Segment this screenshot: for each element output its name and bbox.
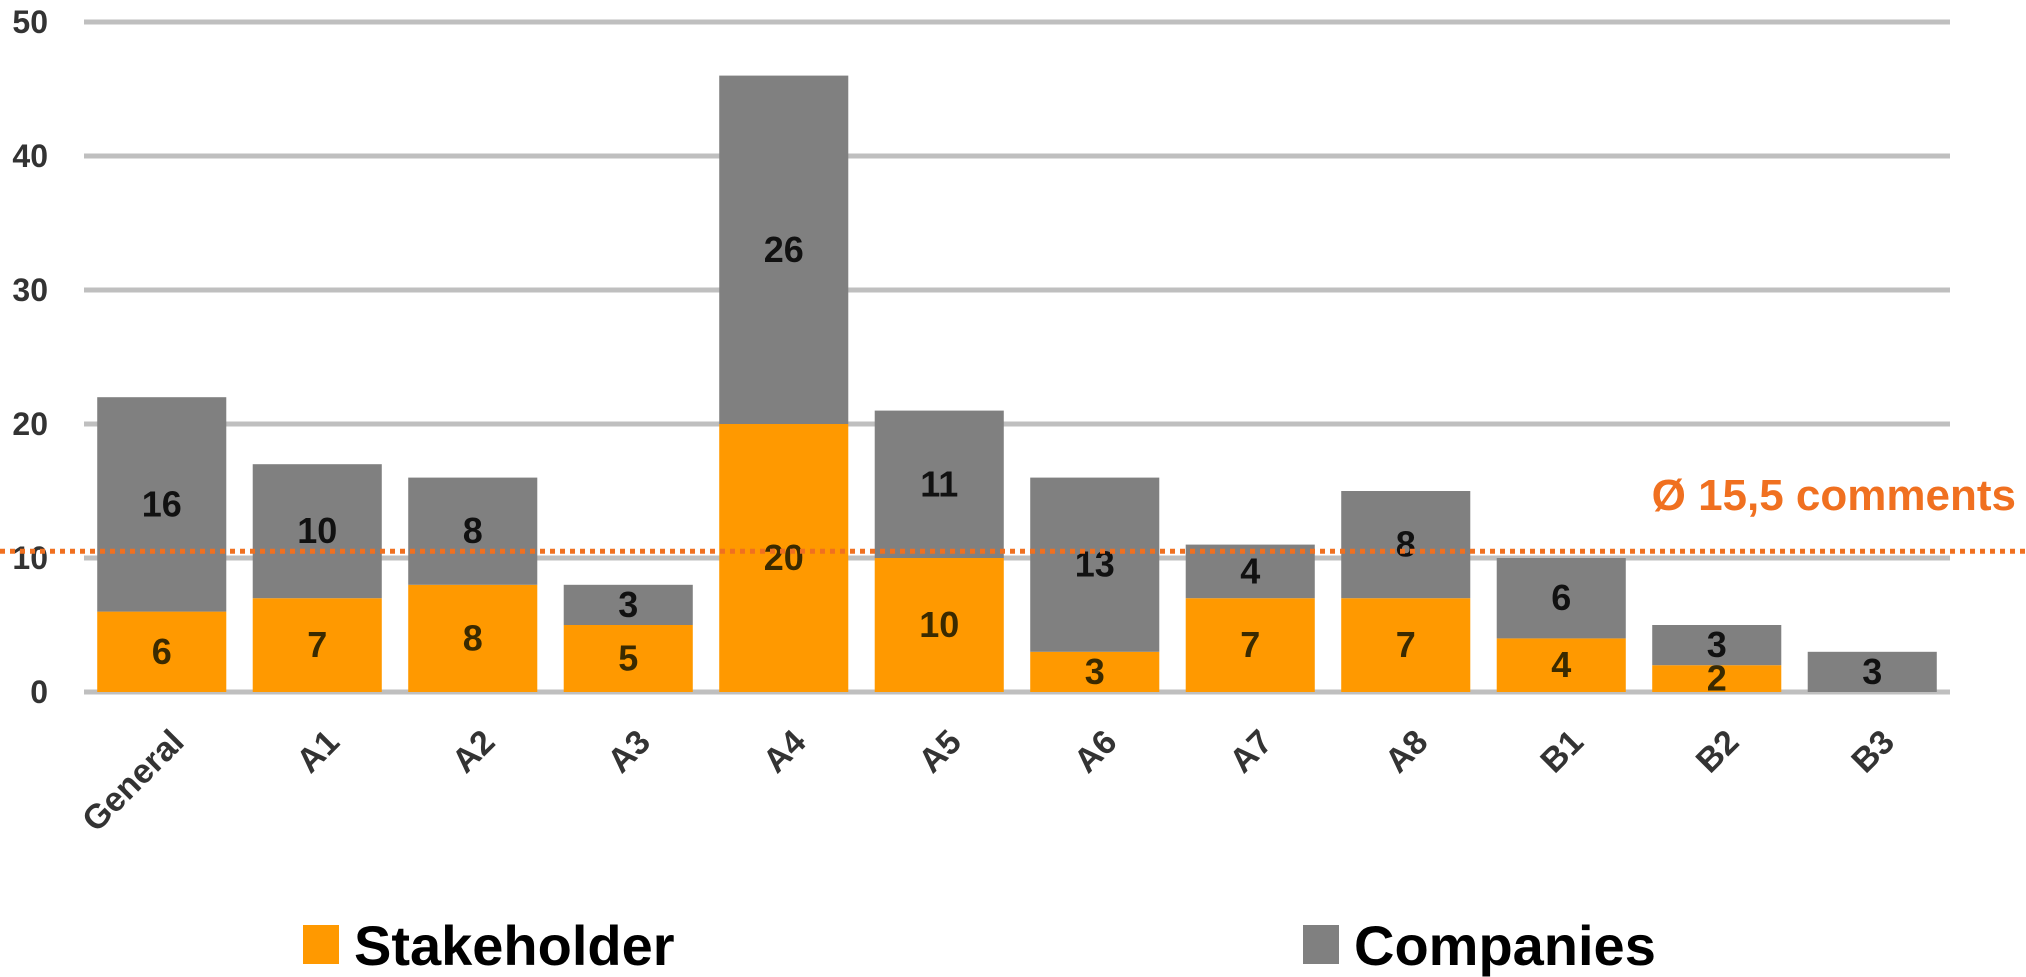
data-label: 4 — [1240, 550, 1260, 591]
x-tick-label: A7 — [1222, 723, 1280, 781]
stakeholder-bar — [1496, 638, 1626, 692]
stakeholder-bar — [874, 558, 1004, 692]
y-tick-label: 30 — [12, 272, 48, 308]
companies-bar — [1341, 491, 1471, 599]
x-tick-label: B1 — [1533, 723, 1591, 781]
stakeholder-bar — [408, 584, 538, 692]
data-label: 5 — [618, 638, 638, 679]
data-label: 8 — [463, 617, 483, 658]
y-tick-label: 10 — [12, 540, 48, 576]
data-label: 11 — [920, 463, 958, 504]
x-tick-label: A6 — [1067, 723, 1125, 781]
x-tick-label: A3 — [600, 723, 658, 781]
data-label: 3 — [618, 584, 638, 625]
data-label: 4 — [1551, 644, 1571, 685]
companies-bar — [1652, 625, 1782, 666]
data-label: 16 — [142, 483, 182, 524]
x-tick-label: A8 — [1378, 723, 1436, 781]
companies-bar — [719, 75, 849, 424]
data-label: 20 — [764, 537, 804, 578]
stakeholder-bar — [1652, 665, 1782, 692]
x-tick-label: General — [75, 723, 191, 839]
data-label: 8 — [463, 510, 483, 551]
legend-label-stakeholder: Stakeholder — [354, 914, 675, 977]
stakeholder-bar — [97, 611, 227, 692]
companies-bar — [97, 397, 227, 612]
x-tick-label: A1 — [289, 723, 347, 781]
data-label: 7 — [1240, 624, 1260, 665]
y-tick-label: 50 — [12, 4, 48, 40]
data-label: 6 — [152, 631, 172, 672]
stakeholder-bar — [1185, 598, 1315, 692]
data-label: 3 — [1085, 651, 1105, 692]
legend-label-companies: Companies — [1354, 914, 1656, 977]
stakeholder-bar — [252, 598, 382, 692]
companies-bar — [252, 464, 382, 599]
y-tick-label: 20 — [12, 406, 48, 442]
y-tick-label: 0 — [30, 674, 48, 710]
x-tick-label: B2 — [1689, 723, 1747, 781]
data-label: 7 — [307, 624, 327, 665]
stakeholder-bar — [1341, 598, 1471, 692]
x-tick-label: A5 — [911, 723, 969, 781]
companies-bar — [1496, 558, 1626, 639]
data-label: 6 — [1551, 577, 1571, 618]
data-label: 3 — [1707, 624, 1727, 665]
x-tick-label: B3 — [1844, 723, 1902, 781]
stakeholder-bar — [719, 424, 849, 692]
data-label: 10 — [297, 510, 337, 551]
y-tick-label: 40 — [12, 138, 48, 174]
data-label: 3 — [1862, 651, 1882, 692]
x-tick-label: A4 — [756, 723, 814, 781]
stakeholder-bar — [1030, 651, 1160, 692]
data-label: 7 — [1396, 624, 1416, 665]
data-label: 8 — [1396, 524, 1416, 565]
x-tick-label: A2 — [445, 723, 503, 781]
data-label: 2 — [1707, 658, 1727, 699]
stakeholder-bar — [563, 625, 693, 692]
companies-bar — [1807, 651, 1937, 692]
data-label: 26 — [764, 229, 804, 270]
legend-swatch-stakeholder — [303, 925, 339, 964]
companies-bar — [408, 477, 538, 585]
data-label: 10 — [919, 604, 959, 645]
companies-bar — [563, 584, 693, 625]
average-label: Ø 15,5 comments — [1652, 471, 2016, 520]
legend-swatch-companies — [1303, 925, 1339, 964]
companies-bar — [874, 410, 1004, 558]
companies-bar — [1030, 477, 1160, 652]
